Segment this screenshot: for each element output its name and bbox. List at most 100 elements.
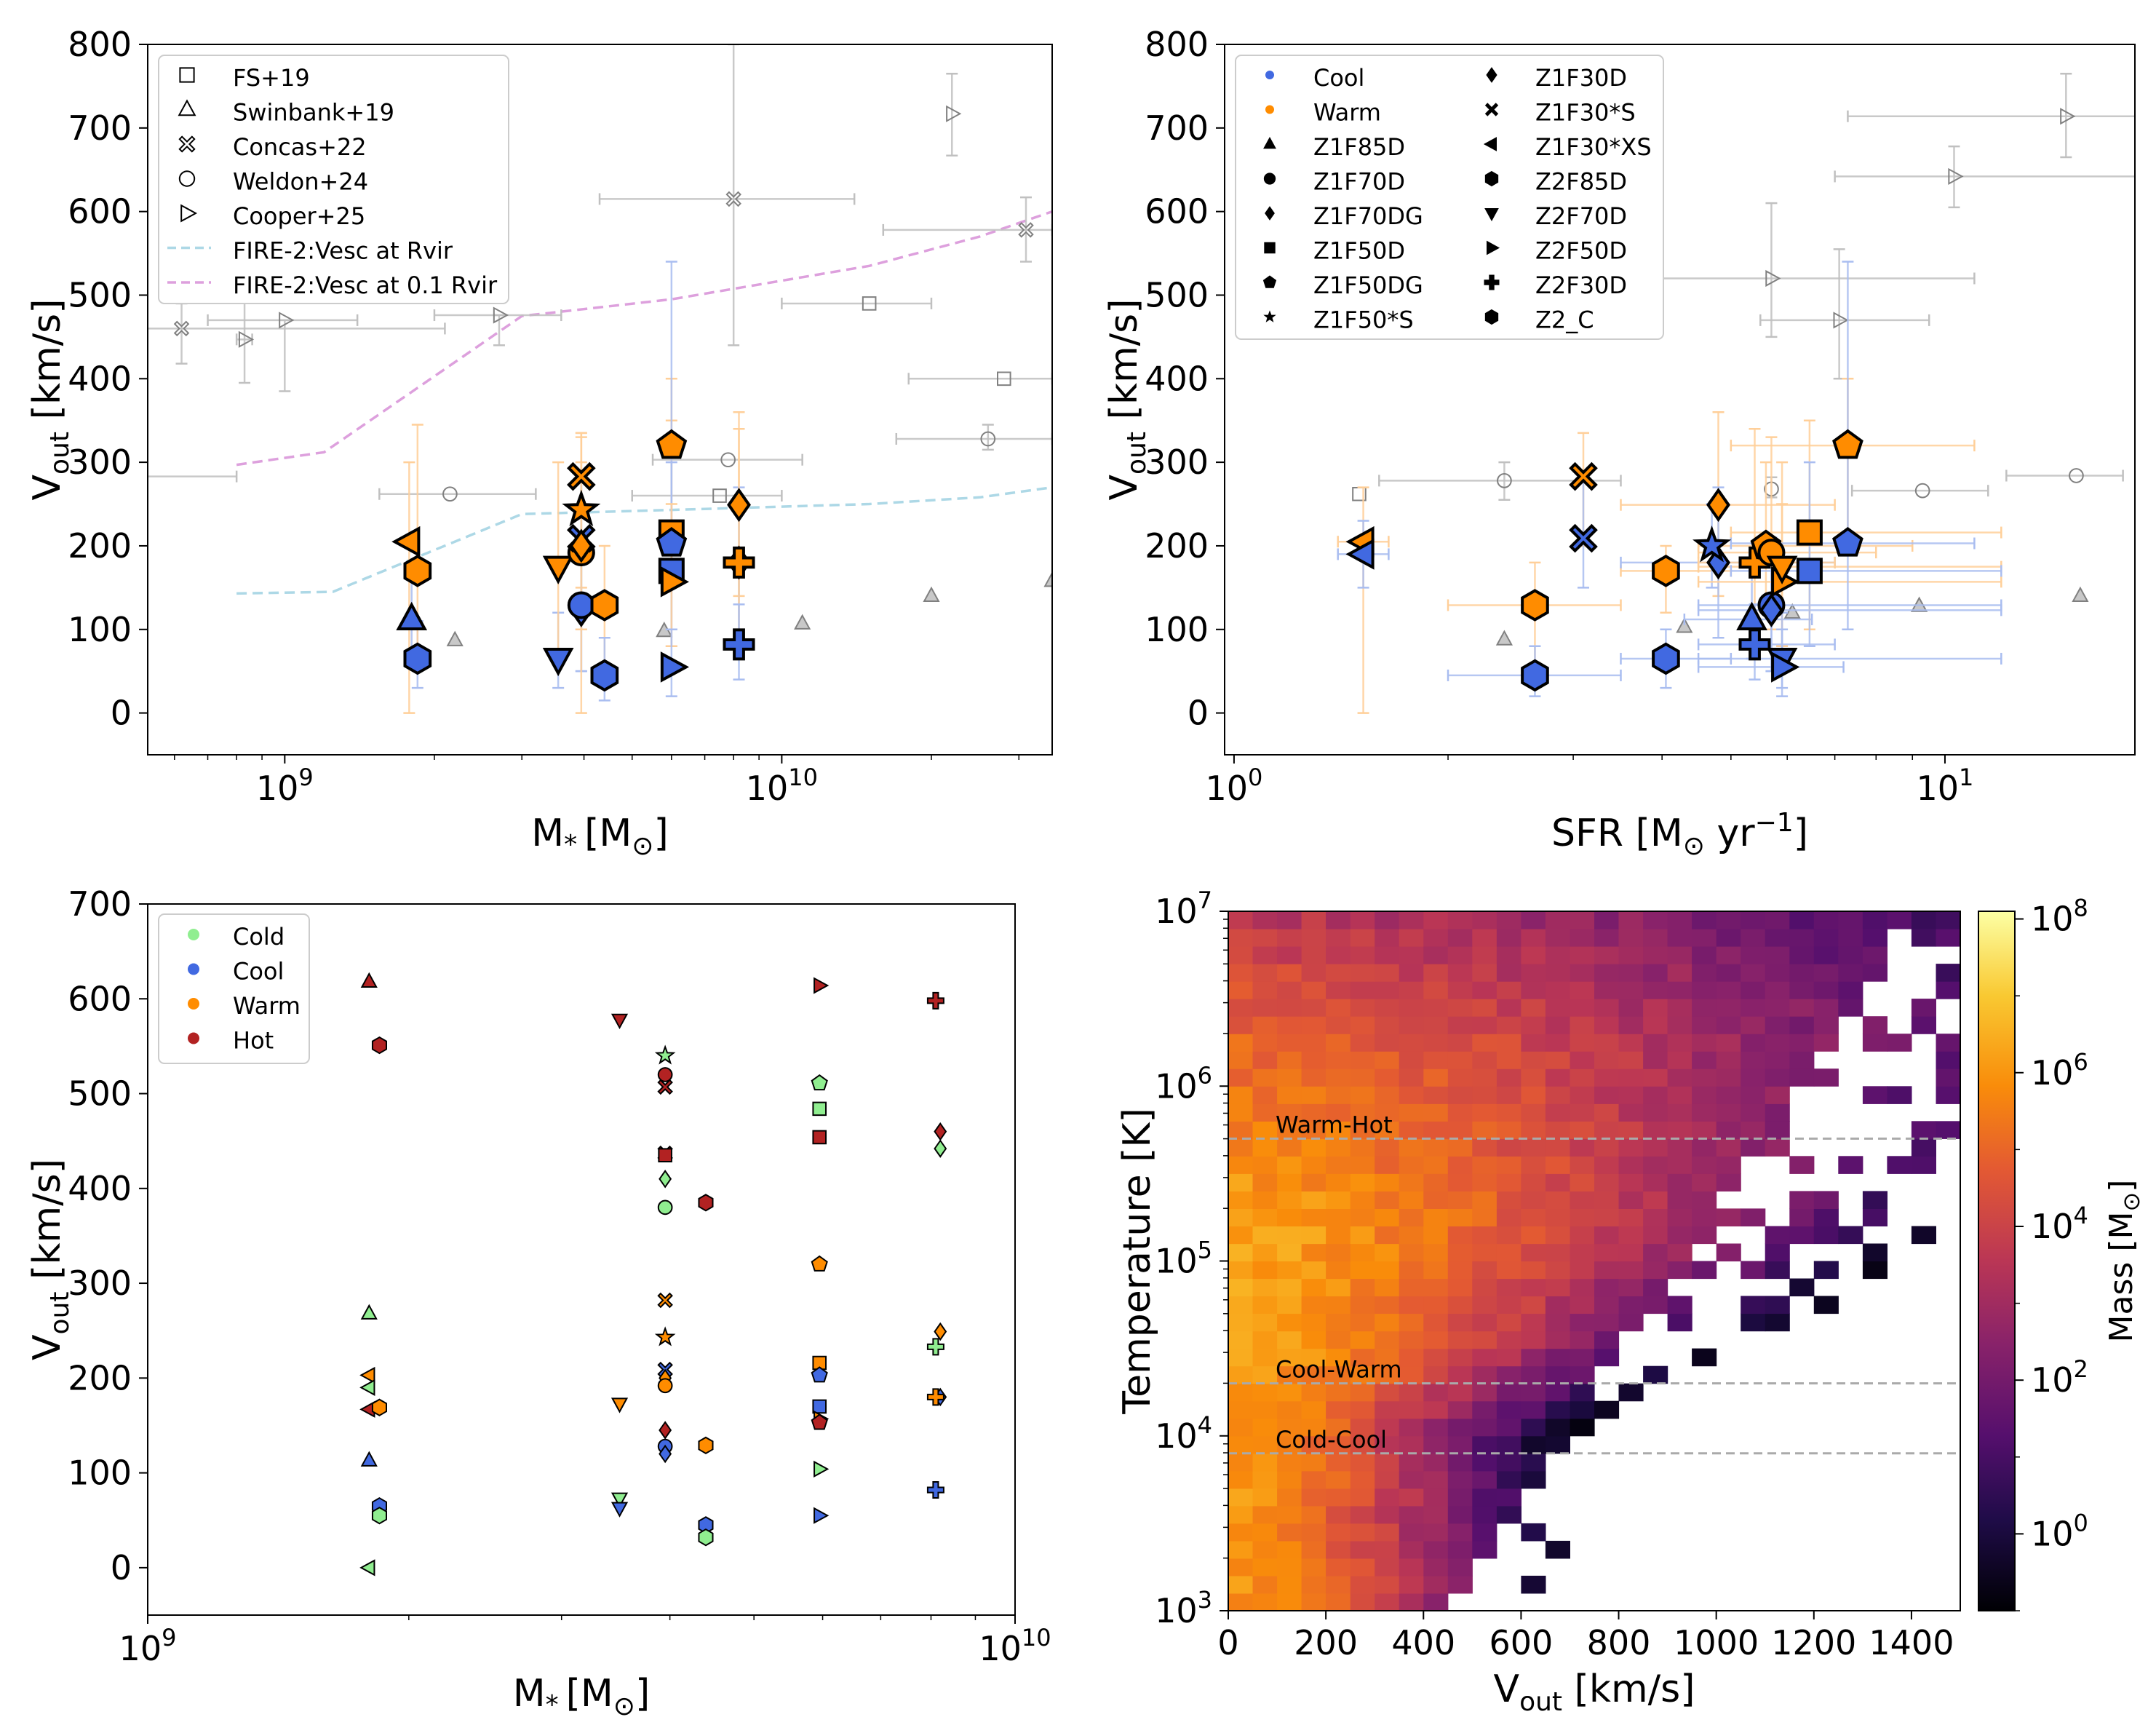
heatmap-cell bbox=[1618, 1226, 1644, 1245]
label-part: [km/s] bbox=[25, 298, 69, 431]
legend-marker bbox=[1263, 172, 1276, 185]
heatmap-cell bbox=[1545, 1261, 1570, 1280]
heatmap-cell bbox=[1472, 1086, 1497, 1104]
heatmap-cell bbox=[1423, 1488, 1449, 1507]
y-axis-label: Vout [km/s] bbox=[1102, 298, 1152, 500]
heatmap-cell bbox=[1496, 1488, 1521, 1507]
heatmap-cell bbox=[1301, 1086, 1326, 1104]
heatmap-cell bbox=[1301, 929, 1326, 947]
heatmap-cell bbox=[1399, 1348, 1424, 1367]
heatmap-cell bbox=[1277, 1558, 1302, 1577]
heatmap-cell bbox=[1228, 1068, 1254, 1087]
sim-point-17 bbox=[1759, 592, 1783, 627]
heatmap-cell bbox=[1423, 1051, 1449, 1069]
heatmap-cell bbox=[1545, 1313, 1570, 1332]
heatmap-cell bbox=[1667, 946, 1692, 964]
heatmap-cell bbox=[1570, 999, 1595, 1017]
heatmap-cell bbox=[1375, 1523, 1400, 1542]
heatmap-cell bbox=[1496, 1453, 1521, 1472]
heatmap-cell bbox=[1375, 1051, 1400, 1069]
heatmap-cell bbox=[1326, 1051, 1351, 1069]
y-tick-label: 400 bbox=[68, 359, 132, 398]
heatmap-cell bbox=[1692, 999, 1717, 1017]
heatmap-cell bbox=[1594, 946, 1620, 964]
heatmap-cell bbox=[1472, 1383, 1497, 1402]
heatmap-cell bbox=[1423, 1261, 1449, 1280]
colorbar-tick-label: 100 bbox=[2031, 1509, 2088, 1553]
heatmap-cell bbox=[1423, 1156, 1449, 1174]
heatmap-cell bbox=[1326, 1278, 1351, 1297]
point-30 bbox=[698, 1194, 714, 1212]
label-part: * bbox=[564, 830, 577, 860]
heatmap-cell bbox=[1326, 1103, 1351, 1122]
heatmap-cell bbox=[1228, 929, 1254, 947]
heatmap-cell bbox=[1741, 1261, 1766, 1280]
heatmap-cell bbox=[1277, 1121, 1302, 1139]
heatmap-cell bbox=[1545, 1034, 1570, 1052]
heatmap-cell bbox=[1252, 1278, 1278, 1297]
heatmap-cell bbox=[1399, 1138, 1424, 1157]
heatmap-cell bbox=[1667, 1103, 1692, 1122]
heatmap-cell bbox=[1423, 1348, 1449, 1367]
heatmap-cell bbox=[1618, 981, 1644, 999]
heatmap-cell bbox=[1228, 1226, 1254, 1245]
heatmap-cell bbox=[1692, 964, 1717, 982]
heatmap-cell bbox=[1521, 929, 1546, 947]
heatmap-cell bbox=[1765, 981, 1790, 999]
heatmap-cell bbox=[1521, 1034, 1546, 1052]
heatmap-cell bbox=[1594, 1034, 1620, 1052]
heatmap-cell bbox=[1472, 1435, 1497, 1454]
heatmap-cell bbox=[1472, 1313, 1497, 1332]
heatmap-cell bbox=[1447, 911, 1473, 929]
heatmap-cell bbox=[1326, 1034, 1351, 1052]
heatmap-cell bbox=[1228, 1086, 1254, 1104]
point-16 bbox=[657, 1067, 673, 1082]
heatmap-cell bbox=[1252, 1575, 1278, 1594]
heatmap-cell bbox=[1667, 1068, 1692, 1087]
heatmap-cell bbox=[1570, 1121, 1595, 1139]
sim-point-24 bbox=[1832, 429, 1863, 459]
heatmap-cell bbox=[1618, 1296, 1644, 1314]
heatmap-cell bbox=[1496, 1505, 1521, 1524]
heatmap-cell bbox=[1375, 946, 1400, 964]
heatmap-cell bbox=[1692, 1068, 1717, 1087]
heatmap-cell bbox=[1667, 1173, 1692, 1191]
heatmap-cell bbox=[1692, 1121, 1717, 1139]
heatmap-cell bbox=[1765, 1313, 1790, 1332]
heatmap-cell bbox=[1521, 1138, 1546, 1157]
heatmap-cell bbox=[1496, 1296, 1521, 1314]
point-39 bbox=[812, 1355, 827, 1371]
heatmap-cell bbox=[1741, 999, 1766, 1017]
heatmap-cell bbox=[1228, 1016, 1254, 1034]
heatmap-cell bbox=[1472, 1418, 1497, 1437]
heatmap-cell bbox=[1716, 1051, 1741, 1069]
heatmap-cell bbox=[1570, 1173, 1595, 1191]
heatmap-cell bbox=[1350, 1034, 1375, 1052]
legend-marker bbox=[1263, 310, 1276, 322]
heatmap-cell bbox=[1618, 1103, 1644, 1122]
heatmap-cell bbox=[1545, 1383, 1570, 1402]
heatmap-cell bbox=[1594, 1138, 1620, 1157]
legend-label: Z1F30*S bbox=[1535, 99, 1636, 127]
heatmap-cell bbox=[1326, 1173, 1351, 1191]
heatmap-cell bbox=[1399, 1296, 1424, 1314]
legend-marker bbox=[1484, 274, 1500, 290]
heatmap-cell bbox=[1423, 1331, 1449, 1349]
sim-point-15 bbox=[656, 429, 688, 459]
heatmap-cell bbox=[1252, 1086, 1278, 1104]
label-part: 10 bbox=[1155, 892, 1198, 931]
heatmap-cell bbox=[1301, 1051, 1326, 1069]
obs-point-8 bbox=[1914, 483, 1930, 499]
heatmap-cell bbox=[1228, 1296, 1254, 1314]
heatmap-cell bbox=[1375, 1558, 1400, 1577]
heatmap-cell bbox=[1716, 1034, 1741, 1052]
sim-point-24 bbox=[723, 628, 755, 661]
heatmap-cell bbox=[1789, 1278, 1815, 1297]
heatmap-cell bbox=[1521, 1400, 1546, 1419]
heatmap-cell bbox=[1545, 1435, 1570, 1454]
heatmap-cell bbox=[1716, 1138, 1741, 1157]
heatmap-cell bbox=[1301, 1453, 1326, 1472]
heatmap-cell bbox=[1277, 981, 1302, 999]
heatmap-cell bbox=[1399, 1068, 1424, 1087]
label-part: ⊙ bbox=[1683, 831, 1705, 861]
